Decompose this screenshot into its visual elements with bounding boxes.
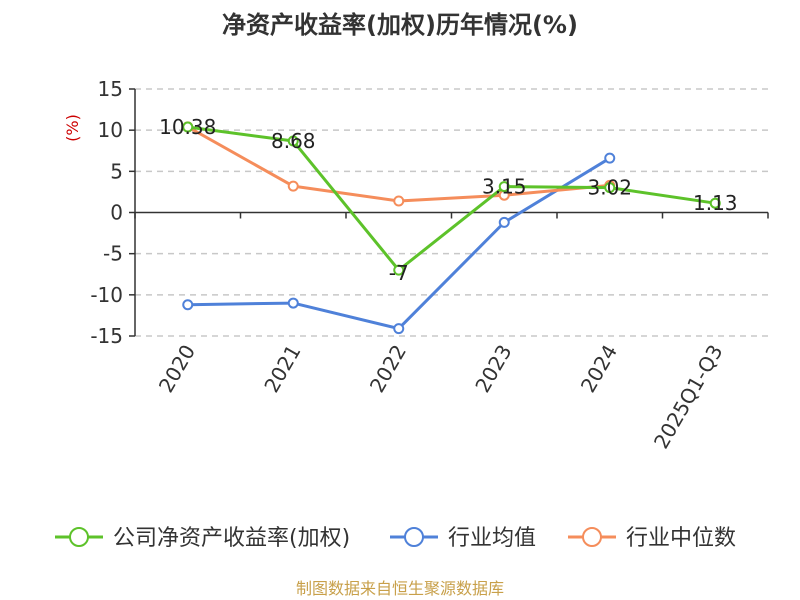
y-axis-label: (%) bbox=[63, 114, 82, 142]
series-1-point bbox=[287, 297, 299, 309]
legend-marker-2 bbox=[582, 527, 602, 547]
x-tick-label: 2025Q1-Q3 bbox=[649, 341, 728, 453]
series-layer bbox=[182, 121, 721, 335]
series-0-point bbox=[182, 121, 194, 133]
series-1-point bbox=[182, 299, 194, 311]
source-note: 制图数据来自恒生聚源数据库 bbox=[296, 579, 504, 598]
y-axis-ticks: 15 10 5 0 -5 -10 -15 bbox=[90, 77, 135, 348]
data-label: 10.38 bbox=[159, 115, 216, 139]
data-label: 3.02 bbox=[587, 176, 632, 200]
x-tick-label: 2022 bbox=[365, 341, 411, 397]
series-0-point bbox=[709, 197, 721, 209]
legend-label: 行业均值 bbox=[448, 526, 536, 551]
legend-label: 公司净资产收益率(加权) bbox=[113, 526, 350, 551]
series-line-1 bbox=[187, 156, 611, 331]
x-axis-ticks: 2020 2021 2022 2023 2024 2025Q1-Q3 bbox=[134, 212, 769, 453]
x-tick-label: 2021 bbox=[259, 341, 305, 397]
series-0-point bbox=[604, 182, 616, 194]
y-tick-label: -15 bbox=[90, 324, 123, 348]
data-label: -7 bbox=[389, 261, 409, 285]
series-1-point bbox=[604, 152, 616, 164]
series-line-0 bbox=[187, 125, 716, 272]
series-2-point bbox=[287, 180, 299, 192]
series-line-2 bbox=[187, 125, 610, 203]
y-tick-label: -10 bbox=[90, 283, 123, 307]
series-0-point bbox=[393, 264, 405, 276]
series-1-point bbox=[498, 216, 510, 228]
series-2-point bbox=[393, 195, 405, 207]
data-labels: 10.38 8.68 -7 3.15 3.02 1.13 bbox=[159, 115, 737, 285]
x-tick-label: 2024 bbox=[576, 341, 622, 397]
data-label: 3.15 bbox=[482, 175, 527, 199]
series-0-point bbox=[287, 135, 299, 147]
series-1-point bbox=[393, 323, 405, 335]
x-tick-label: 2020 bbox=[154, 341, 200, 397]
series-0-point bbox=[498, 181, 510, 193]
y-tick-label: -5 bbox=[103, 242, 123, 266]
x-tick-label: 2023 bbox=[470, 341, 516, 397]
legend-marker-1 bbox=[404, 527, 424, 547]
data-label: 8.68 bbox=[271, 129, 316, 153]
chart-title: 净资产收益率(加权)历年情况(%) bbox=[222, 11, 578, 39]
y-tick-label: 15 bbox=[98, 77, 123, 101]
legend-marker-0 bbox=[69, 527, 89, 547]
y-tick-label: 0 bbox=[110, 201, 123, 225]
legend: 公司净资产收益率(加权) 行业均值 行业中位数 bbox=[55, 526, 736, 551]
data-label: 1.13 bbox=[693, 191, 738, 215]
y-tick-label: 10 bbox=[98, 118, 123, 142]
y-tick-label: 5 bbox=[110, 159, 123, 183]
legend-label: 行业中位数 bbox=[626, 526, 736, 551]
